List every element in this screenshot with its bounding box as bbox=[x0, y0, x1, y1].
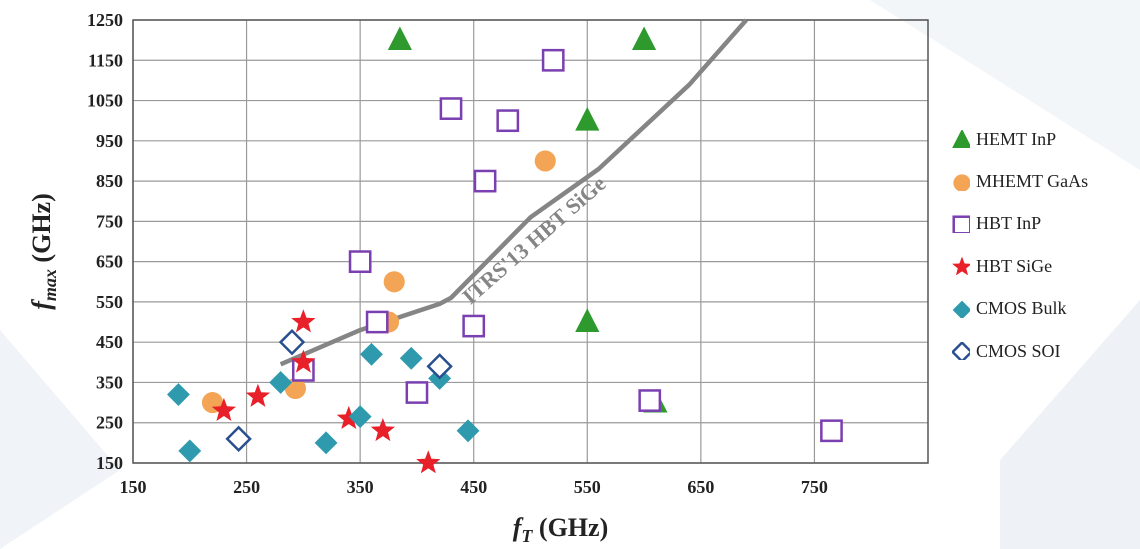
point-hbt-inp-7 bbox=[496, 109, 520, 133]
y-axis-title-main: f bbox=[27, 299, 56, 310]
x-axis-title-main: f bbox=[513, 513, 524, 542]
x-tick-label-6: 750 bbox=[801, 477, 828, 497]
legend-item-hbt-inp: HBT InP bbox=[952, 203, 1132, 245]
legend-item-cmos-bulk: CMOS Bulk bbox=[952, 288, 1132, 330]
series-hbt-sige bbox=[211, 309, 441, 474]
y-tick-labels: 150 250 350 450 550 650 750 850 950 1050 1150 1250 bbox=[87, 10, 123, 473]
point-hbt-inp-5 bbox=[462, 314, 486, 338]
legend-marker-hbt-sige bbox=[952, 257, 970, 276]
x-tick-label-3: 450 bbox=[460, 477, 487, 497]
point-cmos-bulk-2 bbox=[269, 371, 293, 394]
legend-symbol-cmos-soi bbox=[952, 342, 970, 361]
scatter-chart: 150 250 350 450 550 650 750 150 250 350 450 550 650… bbox=[27, 10, 929, 546]
x-tick-label-1: 250 bbox=[233, 477, 260, 497]
legend-item-hbt-sige: HBT SiGe bbox=[952, 245, 1132, 287]
legend-label-cmos-soi: CMOS SOI bbox=[976, 340, 1061, 361]
point-hbt-sige-4 bbox=[336, 405, 361, 429]
point-cmos-bulk-3 bbox=[314, 431, 338, 455]
y-tick-label-7: 850 bbox=[96, 171, 123, 191]
point-cmos-bulk-8 bbox=[456, 419, 480, 443]
legend-marker-mhemt-gaas bbox=[953, 173, 970, 191]
point-cmos-bulk-1 bbox=[178, 439, 202, 463]
point-hemt-inp-1 bbox=[631, 26, 657, 51]
x-axis-title-unit: (GHz) bbox=[532, 513, 608, 542]
trend-line bbox=[279, 18, 748, 367]
legend-label-cmos-bulk: CMOS Bulk bbox=[976, 298, 1067, 319]
point-hbt-inp-4 bbox=[439, 97, 463, 120]
point-hbt-inp-10 bbox=[820, 419, 843, 443]
trend-line-group: ITRS'13 HBT SiGe bbox=[279, 18, 748, 367]
y-tick-label-10: 1150 bbox=[88, 50, 123, 70]
x-tick-label-5: 650 bbox=[687, 477, 714, 497]
y-tick-label-5: 650 bbox=[96, 252, 123, 272]
point-cmos-bulk-0 bbox=[166, 383, 190, 406]
series-cmos-soi bbox=[225, 328, 453, 453]
point-hbt-inp-2 bbox=[365, 310, 389, 334]
point-hbt-sige-3 bbox=[291, 349, 316, 373]
legend-symbol-hbt-sige bbox=[952, 257, 970, 276]
x-tick-label-2: 350 bbox=[347, 477, 374, 497]
y-tick-label-9: 1050 bbox=[87, 91, 123, 111]
legend: HEMT InP MHEMT GaAs HBT InP HBT SiGe CMOS Bu… bbox=[952, 118, 1132, 372]
legend-symbol-mhemt-gaas bbox=[953, 173, 970, 191]
point-cmos-bulk-6 bbox=[399, 346, 423, 370]
point-hbt-inp-3 bbox=[405, 381, 429, 404]
point-cmos-soi-2 bbox=[426, 353, 453, 380]
y-tick-label-8: 950 bbox=[96, 131, 123, 151]
legend-symbol-cmos-bulk bbox=[952, 300, 970, 318]
legend-symbol-hbt-inp bbox=[952, 215, 970, 233]
point-hbt-sige-2 bbox=[291, 309, 316, 333]
x-axis-title-sub: T bbox=[521, 526, 533, 546]
point-hbt-inp-9 bbox=[638, 389, 662, 412]
point-hbt-sige-6 bbox=[416, 450, 441, 474]
legend-marker-cmos-soi bbox=[952, 342, 970, 361]
y-axis-title: fmax (GHz) bbox=[27, 193, 60, 310]
legend-item-cmos-soi: CMOS SOI bbox=[952, 330, 1132, 372]
legend-label-mhemt-gaas: MHEMT GaAs bbox=[976, 171, 1089, 192]
x-tick-label-0: 150 bbox=[120, 477, 147, 497]
point-hbt-sige-1 bbox=[245, 383, 271, 407]
point-mhemt-gaas-3 bbox=[383, 271, 405, 293]
y-tick-label-0: 150 bbox=[96, 453, 123, 473]
x-axis-title: fT (GHz) bbox=[513, 513, 608, 546]
legend-label-hbt-sige: HBT SiGe bbox=[976, 255, 1053, 276]
y-tick-label-6: 750 bbox=[96, 211, 123, 231]
y-tick-label-11: 1250 bbox=[87, 10, 123, 30]
point-hbt-sige-5 bbox=[370, 418, 395, 442]
point-hbt-sige-0 bbox=[211, 397, 236, 421]
point-hbt-inp-6 bbox=[473, 169, 497, 193]
point-hemt-inp-2 bbox=[575, 107, 600, 131]
point-hbt-inp-8 bbox=[541, 48, 565, 72]
y-tick-label-4: 550 bbox=[96, 292, 123, 312]
legend-label-hbt-inp: HBT InP bbox=[976, 213, 1042, 234]
x-tick-label-4: 550 bbox=[574, 477, 601, 497]
x-tick-labels: 150 250 350 450 550 650 750 bbox=[120, 477, 828, 497]
legend-item-mhemt-gaas: MHEMT GaAs bbox=[952, 160, 1132, 202]
point-cmos-soi-0 bbox=[225, 425, 252, 453]
point-hemt-inp-0 bbox=[387, 26, 412, 51]
y-tick-label-3: 450 bbox=[96, 332, 123, 352]
legend-item-hemt-inp: HEMT InP bbox=[952, 118, 1132, 160]
point-hemt-inp-3 bbox=[575, 308, 600, 332]
y-tick-label-1: 250 bbox=[96, 413, 123, 433]
y-axis-title-sub: max bbox=[40, 269, 60, 301]
point-hbt-inp-1 bbox=[348, 250, 372, 274]
y-axis-title-unit: (GHz) bbox=[27, 193, 56, 269]
data-points bbox=[166, 26, 843, 474]
point-cmos-bulk-5 bbox=[360, 342, 383, 366]
point-cmos-bulk-4 bbox=[348, 405, 372, 429]
legend-label-hemt-inp: HEMT InP bbox=[976, 128, 1057, 149]
legend-marker-hbt-inp bbox=[952, 215, 970, 233]
legend-marker-cmos-bulk bbox=[952, 300, 970, 318]
point-cmos-soi-1 bbox=[278, 328, 306, 356]
legend-marker-hemt-inp bbox=[952, 130, 970, 149]
legend-symbol-hemt-inp bbox=[952, 130, 970, 149]
plot-frame bbox=[132, 19, 929, 464]
y-tick-label-2: 350 bbox=[96, 372, 123, 392]
point-mhemt-gaas-4 bbox=[534, 150, 556, 172]
